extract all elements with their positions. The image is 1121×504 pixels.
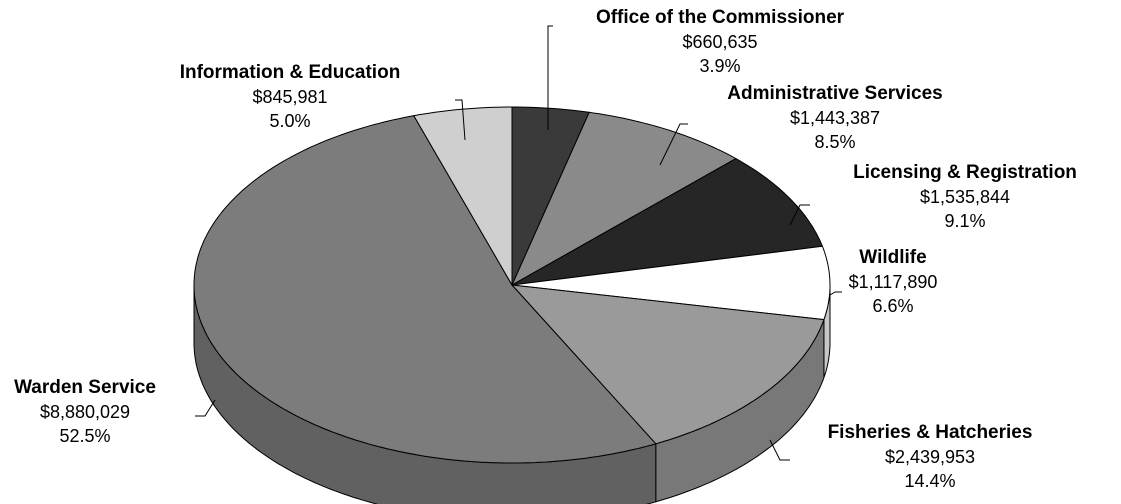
slice [511, 106, 590, 286]
slice-amount: $2,439,953 [885, 447, 975, 467]
slice-percent: 8.5% [814, 132, 855, 152]
leader-line [455, 99, 466, 141]
leader-line [195, 399, 216, 417]
slice-name: Wildlife [859, 247, 926, 268]
slice-name: Fisheries & Hatcheries [828, 422, 1033, 443]
slice-name: Warden Service [14, 377, 156, 398]
slice-amount: $1,535,844 [920, 187, 1010, 207]
slice-amount: $845,981 [252, 87, 327, 107]
slice-percent: 9.1% [944, 211, 985, 231]
slice [510, 111, 737, 287]
slice-percent: 6.6% [872, 296, 913, 316]
slice [511, 158, 824, 286]
leader-line [547, 25, 553, 130]
leader-line [659, 123, 688, 166]
slice-amount: $660,635 [682, 32, 757, 52]
slice-name: Information & Education [180, 62, 401, 83]
slice-percent: 52.5% [59, 426, 110, 446]
leader-line [829, 291, 842, 296]
slice [510, 284, 825, 445]
slice-amount: $1,443,387 [790, 108, 880, 128]
slice-name: Administrative Services [727, 83, 942, 104]
leader-line [789, 204, 810, 226]
slice-amount: $8,880,029 [40, 402, 130, 422]
slice-percent: 5.0% [269, 111, 310, 131]
slice [193, 115, 657, 464]
slice [511, 245, 831, 321]
slice-amount: $1,117,890 [849, 272, 938, 292]
slice-name: Office of the Commissioner [596, 7, 845, 28]
slice-name: Licensing & Registration [853, 162, 1077, 183]
leader-line [769, 439, 790, 461]
slice-percent: 3.9% [699, 56, 740, 76]
slice-percent: 14.4% [904, 471, 955, 491]
